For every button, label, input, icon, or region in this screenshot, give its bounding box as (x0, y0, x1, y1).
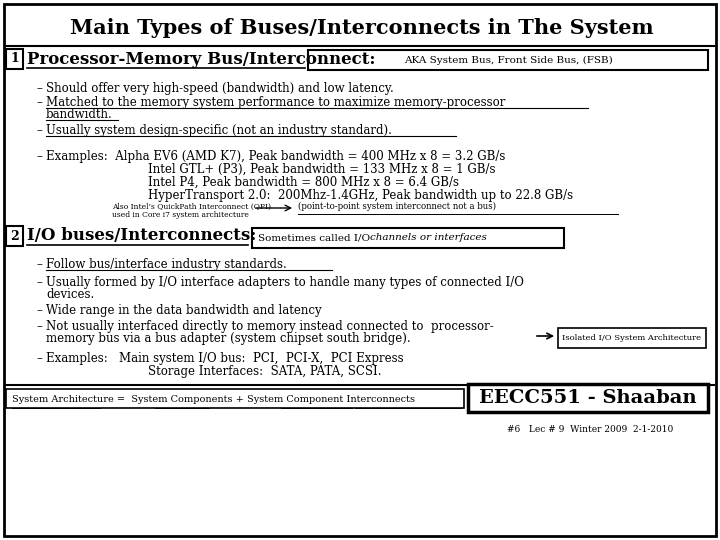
Text: –: – (36, 352, 42, 365)
Text: EECC551 - Shaaban: EECC551 - Shaaban (480, 389, 697, 407)
Text: Examples:   Main system I/O bus:  PCI,  PCI-X,  PCI Express: Examples: Main system I/O bus: PCI, PCI-… (46, 352, 404, 365)
Text: devices.: devices. (46, 288, 94, 301)
Text: Examples:  Alpha EV6 (AMD K7), Peak bandwidth = 400 MHz x 8 = 3.2 GB/s: Examples: Alpha EV6 (AMD K7), Peak bandw… (46, 150, 505, 163)
Bar (308, 50, 708, 70)
Text: Intel GTL+ (P3), Peak bandwidth = 133 MHz x 8 = 1 GB/s: Intel GTL+ (P3), Peak bandwidth = 133 MH… (148, 163, 495, 176)
Text: AKA System Bus, Front Side Bus, (FSB): AKA System Bus, Front Side Bus, (FSB) (404, 56, 613, 65)
Text: Intel P4, Peak bandwidth = 800 MHz x 8 = 6.4 GB/s: Intel P4, Peak bandwidth = 800 MHz x 8 =… (148, 176, 459, 189)
Text: 2: 2 (10, 230, 19, 242)
Text: Not usually interfaced directly to memory instead connected to  processor-: Not usually interfaced directly to memor… (46, 320, 494, 333)
Text: Should offer very high-speed (bandwidth) and low latency.: Should offer very high-speed (bandwidth)… (46, 82, 394, 95)
Bar (468, 384, 708, 412)
Text: I/O buses/Interconnects:: I/O buses/Interconnects: (27, 227, 256, 245)
Text: –: – (36, 96, 42, 109)
Bar (558, 328, 706, 348)
Text: Also Intel’s QuickPath Interconnect (QPI): Also Intel’s QuickPath Interconnect (QPI… (112, 203, 271, 211)
Text: (point-to-point system interconnect not a bus): (point-to-point system interconnect not … (298, 202, 496, 211)
Text: –: – (36, 150, 42, 163)
Text: bandwidth.: bandwidth. (46, 108, 113, 121)
Text: 1: 1 (10, 52, 19, 65)
Text: Storage Interfaces:  SATA, PATA, SCSI.: Storage Interfaces: SATA, PATA, SCSI. (148, 365, 382, 378)
Text: –: – (36, 276, 42, 289)
Text: used in Core i7 system architecture: used in Core i7 system architecture (112, 211, 249, 219)
Text: Wide range in the data bandwidth and latency: Wide range in the data bandwidth and lat… (46, 304, 322, 317)
Text: Usually system design-specific (not an industry standard).: Usually system design-specific (not an i… (46, 124, 392, 137)
Text: channels or interfaces: channels or interfaces (370, 233, 487, 242)
Text: HyperTransport 2.0:  200Mhz-1.4GHz, Peak bandwidth up to 22.8 GB/s: HyperTransport 2.0: 200Mhz-1.4GHz, Peak … (148, 189, 573, 202)
Text: –: – (36, 320, 42, 333)
Text: Sometimes called I/O: Sometimes called I/O (258, 233, 374, 242)
Text: #6   Lec # 9  Winter 2009  2-1-2010: #6 Lec # 9 Winter 2009 2-1-2010 (507, 425, 673, 434)
Text: Matched to the memory system performance to maximize memory-processor: Matched to the memory system performance… (46, 96, 505, 109)
Text: memory bus via a bus adapter (system chipset south bridge).: memory bus via a bus adapter (system chi… (46, 332, 410, 345)
Text: Main Types of Buses/Interconnects in The System: Main Types of Buses/Interconnects in The… (70, 18, 654, 38)
Text: Processor-Memory Bus/Interconnect:: Processor-Memory Bus/Interconnect: (27, 51, 376, 68)
Text: –: – (36, 258, 42, 271)
Text: Follow bus/interface industry standards.: Follow bus/interface industry standards. (46, 258, 287, 271)
Text: –: – (36, 304, 42, 317)
Bar (252, 228, 564, 248)
Text: –: – (36, 82, 42, 95)
Text: –: – (36, 124, 42, 137)
Text: Isolated I/O System Architecture: Isolated I/O System Architecture (562, 334, 701, 342)
Text: Usually formed by I/O interface adapters to handle many types of connected I/O: Usually formed by I/O interface adapters… (46, 276, 524, 289)
Bar (6, 389, 464, 408)
Bar (6, 226, 23, 246)
Bar (6, 49, 23, 69)
Text: System Architecture =  System Components + System Component Interconnects: System Architecture = System Components … (12, 395, 415, 403)
